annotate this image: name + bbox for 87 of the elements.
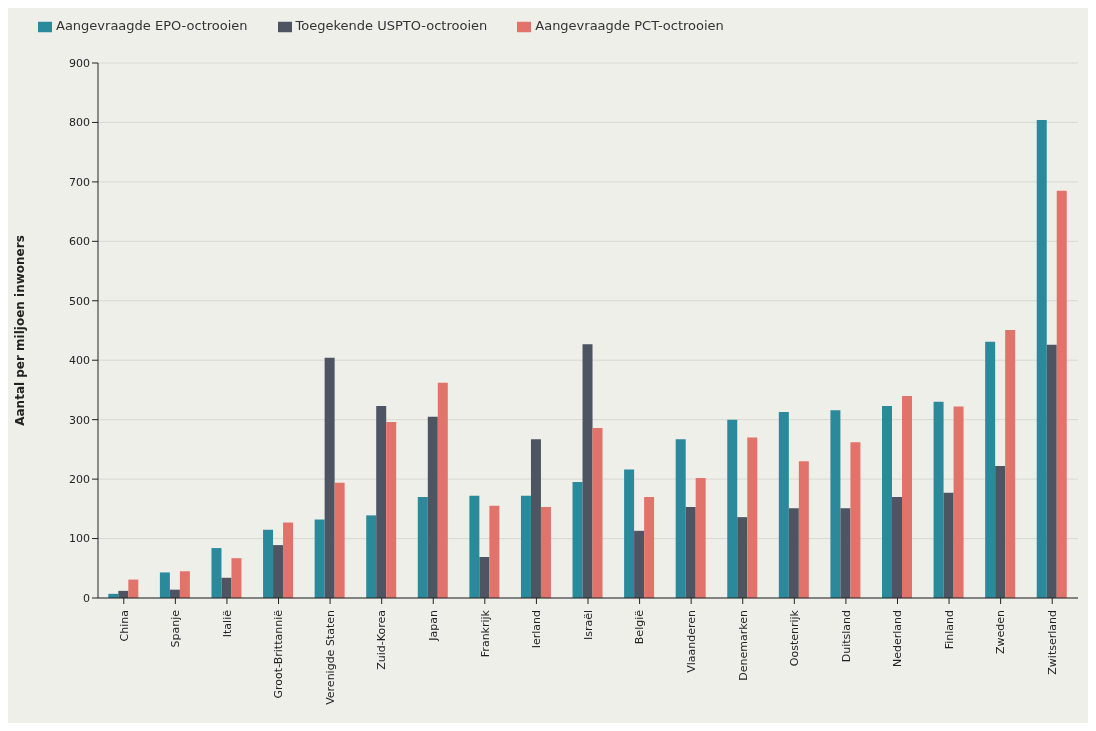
y-axis-title: Aantal per miljoen inwoners	[13, 235, 28, 426]
bar	[211, 548, 222, 598]
bar	[953, 406, 964, 598]
bar	[582, 344, 593, 598]
legend-label: Aangevraagde PCT-octrooien	[535, 18, 724, 33]
legend-label: Aangevraagde EPO-octrooien	[56, 18, 248, 33]
bar	[221, 577, 232, 598]
bar	[489, 505, 500, 598]
bar	[1056, 190, 1067, 598]
y-tick-label: 400	[69, 354, 90, 368]
bar	[417, 496, 428, 598]
x-tick-label: Japan	[427, 609, 441, 642]
bar	[469, 495, 480, 598]
x-tick-label: Nederland	[891, 610, 905, 668]
y-tick-label: 500	[69, 294, 90, 308]
bar	[179, 571, 190, 598]
x-tick-label: Vlaanderen	[684, 609, 698, 673]
bar	[427, 416, 438, 598]
x-tick-label: Zwitserland	[1046, 610, 1060, 675]
bar	[882, 405, 892, 598]
x-tick-label: Denemarken	[736, 609, 750, 681]
bar	[437, 382, 448, 598]
bar	[624, 469, 635, 598]
bar	[231, 558, 242, 598]
x-tick-label: Groot-Brittannië	[272, 609, 286, 699]
x-tick-label: Verenigde Staten	[323, 609, 337, 705]
bar	[592, 427, 603, 598]
y-tick-label: 300	[69, 413, 90, 427]
bar	[788, 508, 799, 598]
bar	[695, 477, 706, 598]
y-tick-label: 100	[69, 532, 90, 546]
bar	[644, 496, 655, 598]
bar	[334, 482, 345, 598]
bar	[1046, 344, 1057, 598]
bar	[479, 556, 490, 598]
bar	[830, 410, 841, 598]
x-tick-label: Zuid-Korea	[375, 610, 389, 670]
bar	[314, 519, 325, 598]
x-tick-label: België	[633, 609, 647, 645]
bar	[985, 341, 996, 598]
legend-label: Toegekende USPTO-octrooien	[295, 18, 488, 33]
bar	[747, 437, 758, 598]
bar	[1036, 120, 1047, 598]
bar	[530, 439, 541, 598]
x-tick-label: Zweden	[994, 609, 1008, 655]
bar	[675, 439, 686, 598]
bar	[995, 466, 1006, 598]
bar	[263, 529, 274, 598]
bar	[892, 496, 902, 598]
x-tick-label: Spanje	[169, 609, 183, 648]
x-tick-label: Oostenrijk	[788, 609, 802, 667]
y-tick-label: 200	[69, 473, 90, 487]
bar	[850, 442, 861, 598]
bar	[376, 405, 387, 598]
y-tick-label: 600	[69, 235, 90, 249]
bar	[159, 572, 170, 598]
y-tick-label: 700	[69, 175, 90, 189]
bar	[386, 422, 397, 598]
x-tick-label: Duitsland	[839, 610, 853, 663]
x-tick-label: Frankrijk	[478, 609, 492, 658]
bar	[283, 522, 294, 598]
x-tick-label: Ierland	[530, 610, 544, 649]
bar	[685, 507, 696, 598]
y-tick-label: 900	[69, 56, 90, 70]
bar	[943, 492, 954, 598]
y-tick-label: 800	[69, 116, 90, 130]
bar	[324, 357, 335, 598]
bar	[634, 530, 645, 598]
bar	[520, 495, 531, 598]
bar	[128, 579, 139, 598]
bar	[273, 545, 284, 598]
bar	[540, 507, 551, 598]
bar	[572, 482, 583, 598]
x-tick-label: Finland	[942, 610, 956, 650]
y-tick-label: 0	[83, 591, 90, 605]
x-tick-label: China	[117, 610, 131, 642]
bar	[737, 517, 748, 598]
x-tick-label: Israël	[581, 610, 595, 641]
bar	[778, 411, 789, 598]
bar	[902, 395, 912, 598]
bar	[840, 508, 851, 598]
bar	[366, 515, 377, 598]
bar	[933, 401, 944, 598]
bar	[727, 419, 738, 598]
bar	[1005, 329, 1016, 598]
x-tick-label: Italië	[220, 609, 234, 638]
bar	[798, 461, 809, 598]
